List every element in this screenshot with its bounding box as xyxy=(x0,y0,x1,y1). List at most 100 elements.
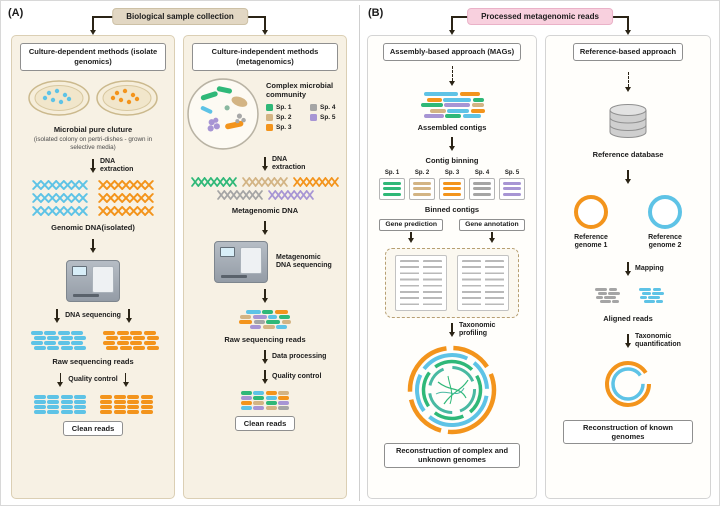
sequencer-screen xyxy=(72,265,87,276)
panel-a: (A) Biological sample collection Culture… xyxy=(1,1,359,505)
species-color-chip xyxy=(310,113,317,121)
culture-independent-column: Culture-independent methods (metagenomic… xyxy=(183,35,347,499)
sequencer-screen xyxy=(220,246,235,257)
dna-icon xyxy=(98,192,154,203)
petri-dish-blue-icon xyxy=(28,79,90,116)
gene-list-panel xyxy=(457,254,509,311)
dna-extraction-label: DNA extraction xyxy=(272,155,306,171)
arrow-down-icon xyxy=(262,288,268,303)
sequencer-slot xyxy=(221,274,247,278)
a1-raw-orange xyxy=(100,330,159,350)
raw-reads-label: Raw sequencing reads xyxy=(224,334,306,344)
bin-sp2: Sp. 2 xyxy=(409,170,435,200)
dna-sequencing-step: DNA sequencing xyxy=(54,308,132,323)
dashed-arrow-down-icon xyxy=(625,71,631,92)
assembled-contigs-graphic xyxy=(419,91,485,119)
arrow-down-icon xyxy=(57,372,64,387)
metagenomic-sequencing-step: Metagenomic DNA sequencing xyxy=(188,240,342,283)
assembly-approach-column: Assembly-based approach (MAGs) Assembled… xyxy=(367,35,537,499)
bin-label: Sp. 1 xyxy=(384,170,400,177)
circos-plot-icon xyxy=(407,345,497,434)
arrow-down-icon xyxy=(262,369,268,384)
mapping-label: Mapping xyxy=(635,264,664,272)
dna-row xyxy=(191,189,339,200)
a2-clean-reads xyxy=(240,390,290,410)
legend-label: Sp. 1 xyxy=(276,103,292,111)
dna-icon xyxy=(267,189,314,200)
reference-caption: Reconstruction of known genomes xyxy=(563,419,693,445)
metagenomic-dna-group xyxy=(191,176,339,200)
arrow-down-icon xyxy=(125,308,132,323)
arrow-down-icon xyxy=(54,308,61,323)
gene-list-panel xyxy=(395,254,447,311)
clean-reads-grids xyxy=(33,394,153,414)
dna-icon xyxy=(191,176,237,187)
arrow-down-icon xyxy=(122,372,129,387)
legend-item: Sp. 4 xyxy=(310,103,344,111)
dna-row xyxy=(191,176,339,187)
taxonomic-profiling-label: Taxonomic profiling xyxy=(459,321,496,337)
culture-note: (isolated colony on pertri-dishes - grow… xyxy=(33,135,153,151)
arrow-down-icon xyxy=(449,322,455,337)
assembled-contigs-label: Assembled contigs xyxy=(417,123,487,133)
connector-line xyxy=(264,16,266,30)
taxonomic-quantification-step: Taxonomic quantification xyxy=(550,332,706,348)
community-circle-icon xyxy=(187,77,259,150)
culture-dependent-title: Culture-dependent methods (isolate genom… xyxy=(20,43,166,71)
gene-annotation-step: Gene annotation xyxy=(459,218,525,243)
bin-label: Sp. 2 xyxy=(414,170,430,177)
microbial-pure-culture-label: Microbial pure cluture xyxy=(53,124,133,134)
arrow-down-icon xyxy=(449,137,455,152)
taxonomic-quantification-label: Taxonomic quantification xyxy=(635,332,681,348)
taxonomic-profiling-step: Taxonomic profiling xyxy=(372,321,532,337)
reference-genome-1: Reference genome 1 xyxy=(565,194,617,251)
microbial-community: Complex microbial community Sp. 1 Sp. 2 … xyxy=(186,77,344,151)
quality-control-label: Quality control xyxy=(272,372,322,380)
dna-icon xyxy=(32,192,88,203)
bin-box xyxy=(379,177,405,200)
sequencer-icon xyxy=(66,259,120,302)
a1-clean-orange xyxy=(100,394,153,414)
dashed-arrow-down-icon xyxy=(449,65,455,86)
culture-independent-title: Culture-independent methods (metagenomic… xyxy=(192,43,338,71)
a2-raw-reads xyxy=(239,309,291,329)
reference-database-label: Reference database xyxy=(592,149,664,159)
quality-control-label: Quality control xyxy=(68,375,118,383)
dna-helices-orange xyxy=(98,179,154,216)
gene-steps: Gene prediction Gene annotation xyxy=(379,218,525,243)
bin-sp4: Sp. 4 xyxy=(469,170,495,200)
connector-line xyxy=(451,16,453,30)
arrow-head-icon xyxy=(262,30,268,35)
reference-genome-2-label: Reference genome 2 xyxy=(648,233,682,250)
b2-aligned-blue xyxy=(636,287,664,303)
dna-icon xyxy=(32,179,88,190)
assembly-approach-title: Assembly-based approach (MAGs) xyxy=(382,43,522,61)
dna-extraction-label: DNA extraction xyxy=(100,157,134,173)
arrow-down-icon xyxy=(625,261,631,276)
binned-contigs-graphic: Sp. 1 Sp. 2 Sp. 3 Sp. 4 Sp. 5 xyxy=(379,170,525,200)
dna-helices-blue xyxy=(32,179,88,216)
arrow-down-icon xyxy=(625,333,631,348)
bin-box xyxy=(499,177,525,200)
quality-control-step: Quality control xyxy=(188,369,342,384)
mapping-step: Mapping xyxy=(550,261,706,276)
dna-icon xyxy=(98,179,154,190)
petri-dish-orange-icon xyxy=(96,79,158,116)
genomic-dna-group xyxy=(32,179,154,216)
reference-genome-2: Reference genome 2 xyxy=(639,194,691,251)
culture-dependent-column: Culture-dependent methods (isolate genom… xyxy=(11,35,175,499)
aligned-reads-label: Aligned reads xyxy=(603,313,653,323)
species-color-chip xyxy=(266,123,273,131)
known-genome-circle-icon xyxy=(605,360,651,407)
genome-circle-blue-icon xyxy=(648,194,682,229)
database-icon xyxy=(609,103,647,138)
bin-box xyxy=(409,177,435,200)
arrow-down-icon xyxy=(262,156,268,171)
raw-reads-label: Raw sequencing reads xyxy=(52,356,134,366)
dna-icon xyxy=(32,205,88,216)
arrow-head-icon xyxy=(90,30,96,35)
gene-prediction-step: Gene prediction xyxy=(379,218,444,243)
quality-control-step: Quality control xyxy=(57,372,129,387)
panel-b: (B) Processed metagenomic reads Assembly… xyxy=(359,1,719,505)
arrow-head-icon xyxy=(625,30,631,35)
